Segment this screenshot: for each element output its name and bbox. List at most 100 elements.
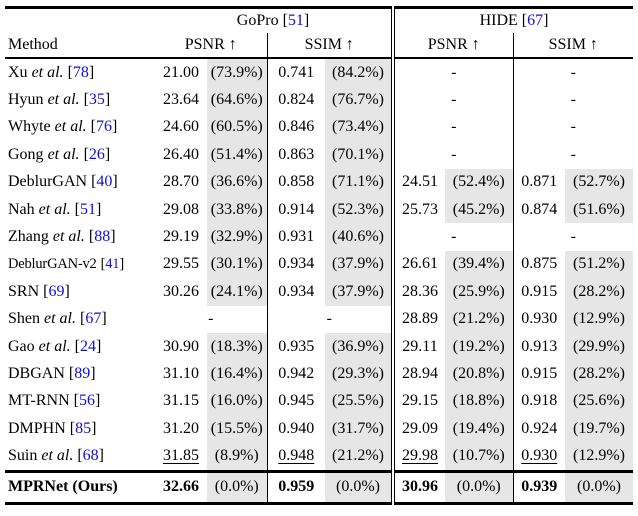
gopro-ssim-pct: (25.5%) [325, 387, 395, 416]
results-table: GoPro [51] HIDE [67] Method PSNR ↑ SSIM ↑ … [5, 6, 633, 505]
citation-ref[interactable]: 67 [85, 310, 102, 328]
gopro-ssim-value: 0.934 [278, 255, 315, 273]
hide-psnr-missing: - [393, 86, 514, 114]
method-cell: Nah et al. [51] [5, 196, 155, 223]
table-row: Gong et al. [26] 26.40 (51.4%) 0.863 (70.1%) -… [5, 141, 633, 169]
citation-ref[interactable]: 76 [95, 118, 112, 136]
gopro-psnr-value: 32.66 [155, 469, 207, 504]
hide-psnr-missing: - [393, 58, 514, 87]
bracket-close: ] [111, 118, 118, 136]
method-name: Shen [8, 310, 40, 328]
table-body: Xu et al. [78] 21.00 (73.9%) 0.741 (84.2%) - - H… [5, 58, 633, 504]
gopro-ssim-pct: (37.9%) [325, 250, 395, 279]
gopro-ssim-value: 0.741 [278, 63, 315, 81]
hide-psnr-value: 30.96 [393, 469, 445, 504]
citation: [51] [75, 201, 102, 218]
citation: [89] [69, 365, 96, 382]
etal-label: et al. [34, 337, 71, 355]
table-header: GoPro [51] HIDE [67] Method PSNR ↑ SSIM ↑ … [5, 7, 633, 59]
method-name: Xu [8, 63, 28, 81]
hide-ssim-value: 0.924 [521, 419, 558, 437]
gopro-psnr-value: 21.00 [163, 63, 199, 81]
table-row: Gao et al. [24] 30.90 (18.3%) 0.935 (36.9%) 29… [5, 332, 633, 361]
hide-psnr-value: 29.15 [402, 392, 438, 410]
method-cell: DBGAN [89] [5, 360, 155, 387]
citation: [67] [522, 12, 549, 29]
citation-ref[interactable]: 41 [105, 255, 120, 272]
hide-psnr-pct: (18.8%) [445, 387, 514, 416]
bracket-close: ] [95, 337, 102, 355]
citation-ref[interactable]: 26 [88, 145, 105, 163]
citation-ref[interactable]: 51 [287, 12, 304, 29]
bracket-close: ] [88, 63, 95, 81]
method-cell: Shen et al. [67] [5, 306, 155, 333]
etal-label: et al. [48, 228, 85, 246]
hide-psnr-value: 25.73 [402, 200, 438, 218]
gopro-ssim-pct: (71.1%) [325, 168, 395, 196]
bracket-open: [ [90, 118, 96, 136]
gopro-ssim-value: 0.935 [278, 337, 315, 355]
gopro-psnr-value: 31.15 [163, 392, 199, 410]
citation-ref[interactable]: 67 [527, 12, 544, 29]
citation-ref[interactable]: 24 [79, 337, 96, 355]
gopro-ssim-value: 0.948 [278, 447, 315, 465]
citation-ref[interactable]: 35 [88, 91, 105, 109]
citation-ref[interactable]: 51 [79, 200, 96, 218]
citation-ref[interactable]: 88 [94, 228, 111, 246]
hide-psnr-header: PSNR ↑ [393, 33, 514, 59]
citation-ref[interactable]: 68 [82, 447, 99, 465]
hide-ssim-value: 0.913 [521, 337, 558, 355]
bracket-open: [ [74, 337, 80, 355]
gopro-psnr-value: 29.55 [163, 255, 199, 273]
hide-ssim-value: 0.915 [521, 282, 558, 300]
citation: [69] [43, 283, 70, 300]
bracket-open: [ [521, 12, 528, 29]
gopro-psnr-pct: (32.9%) [207, 223, 268, 251]
gopro-ssim-pct: (73.4%) [325, 113, 395, 142]
bracket-close: ] [104, 145, 111, 163]
gopro-psnr-pct: (16.0%) [207, 387, 268, 416]
hide-psnr-pct: (25.9%) [445, 278, 514, 306]
bracket-close: ] [90, 364, 96, 382]
etal-label: et al. [43, 91, 80, 109]
table-row: DeblurGAN [40] 28.70 (36.6%) 0.858 (71.1%) 24.… [5, 168, 633, 196]
method-name: MPRNet (Ours) [8, 478, 118, 496]
citation: [40] [91, 173, 118, 190]
citation: [24] [75, 338, 102, 355]
citation-ref[interactable]: 78 [72, 63, 89, 81]
citation-ref[interactable]: 85 [75, 419, 92, 437]
group-header-hide: HIDE [67] [393, 8, 633, 34]
gopro-psnr-pct: (18.3%) [207, 332, 268, 361]
gopro-psnr-value: 26.40 [163, 145, 199, 163]
hide-ssim-value: 0.930 [521, 310, 558, 328]
gopro-psnr-value: 30.90 [163, 337, 199, 355]
hide-psnr-pct: (19.2%) [445, 332, 514, 361]
citation: [35] [84, 91, 111, 108]
citation-ref[interactable]: 89 [74, 364, 91, 382]
hide-psnr-pct: (0.0%) [445, 469, 514, 504]
citation: [68] [77, 447, 104, 464]
group-header-row: GoPro [51] HIDE [67] [5, 7, 633, 34]
gopro-ssim-pct: (84.2%) [325, 58, 395, 87]
bracket-open: [ [83, 91, 89, 109]
citation-ref[interactable]: 56 [78, 392, 95, 410]
gopro-ssim-pct: (31.7%) [325, 415, 395, 443]
citation-ref[interactable]: 40 [96, 173, 113, 191]
bracket-close: ] [94, 392, 101, 410]
method-name: Hyun [8, 91, 44, 109]
gopro-ssim-pct: (21.2%) [325, 442, 395, 472]
citation: [67] [80, 310, 107, 327]
method-cell: Gao et al. [24] [5, 333, 155, 360]
hide-ssim-value: 0.915 [521, 364, 558, 382]
method-cell: SRN [69] [5, 278, 155, 305]
final-row: MPRNet (Ours) 32.66 (0.0%) 0.959 (0.0%) 30.96… [5, 469, 633, 504]
table-row: MT-RNN [56] 31.15 (16.0%) 0.945 (25.5%) 29.15 (… [5, 387, 633, 416]
gopro-ssim-header: SSIM ↑ [267, 33, 395, 59]
bracket-close: ] [101, 310, 107, 328]
bracket-open: [ [77, 447, 83, 465]
etal-label: et al. [27, 63, 64, 81]
bracket-close: ] [303, 12, 310, 29]
hide-ssim-value: 0.918 [521, 392, 558, 410]
citation-ref[interactable]: 69 [48, 282, 65, 300]
etal-label: et al. [34, 200, 71, 218]
